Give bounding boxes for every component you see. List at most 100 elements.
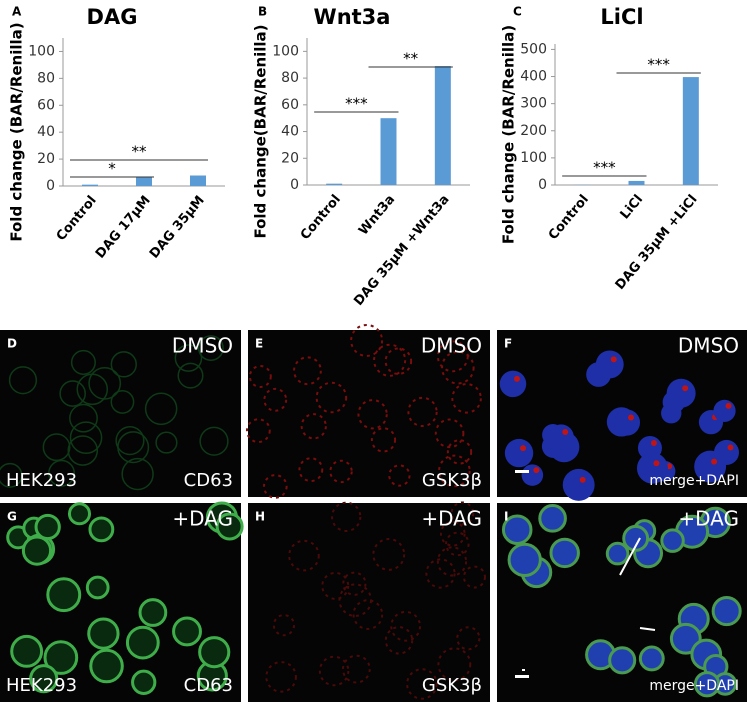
condition-label: +DAG [678, 507, 739, 531]
x-tick-label: DAG 35μM +Wnt3a [351, 192, 452, 309]
micrograph: H +DAG GSK3β [248, 501, 490, 702]
cell [446, 439, 473, 465]
cell [406, 668, 438, 700]
bar [380, 118, 397, 185]
cell [693, 671, 721, 698]
cell [46, 577, 82, 613]
x-tick-label: DAG 17μM [93, 193, 154, 261]
cell [321, 571, 350, 600]
cell [666, 378, 696, 408]
significance-label: * [108, 160, 116, 178]
cell [437, 647, 472, 682]
cell [318, 655, 350, 687]
cell [215, 512, 244, 541]
cell [298, 457, 324, 483]
cell [462, 565, 486, 589]
x-tick-label: Control [546, 192, 592, 243]
cell [548, 424, 574, 450]
cell [0, 462, 23, 488]
signal [520, 445, 527, 452]
cell [613, 409, 641, 436]
micrograph: I +DAG merge+DAPI [497, 503, 747, 702]
cell [504, 438, 534, 468]
cell [88, 516, 115, 543]
signal [533, 467, 540, 474]
cell [293, 356, 322, 386]
y-tick-label: 0 [290, 177, 299, 193]
micrograph: D DMSO HEK293 CD63 [0, 330, 241, 497]
cell [507, 542, 542, 578]
y-tick-label: 200 [520, 123, 547, 139]
cell [121, 457, 154, 491]
panel-letter: B [258, 5, 267, 19]
bar [682, 77, 699, 185]
y-tick-label: 80 [37, 70, 55, 86]
significance-label: ** [403, 50, 419, 68]
bar [82, 184, 98, 186]
arrow [619, 537, 641, 576]
signal [725, 402, 732, 409]
cell [352, 599, 384, 630]
panel-letter: D [7, 337, 17, 351]
x-tick-label: LiCl [618, 192, 647, 222]
cell [436, 546, 468, 577]
y-tick-label: 0 [538, 177, 547, 193]
cell [622, 524, 650, 552]
condition-label: DMSO [172, 334, 233, 358]
signal [610, 356, 617, 363]
cell [350, 323, 384, 357]
cell [42, 433, 71, 462]
y-tick-label: 0 [46, 178, 55, 194]
cell [172, 616, 202, 647]
cell [110, 390, 135, 414]
cell [501, 514, 533, 546]
y-axis-label: Fold change(BAR/Renilla) [252, 24, 270, 238]
cell [67, 435, 99, 466]
cell [174, 344, 203, 372]
y-tick-label: 40 [281, 124, 299, 140]
y-tick-label: 300 [520, 96, 547, 112]
cell [197, 335, 224, 362]
cell [138, 598, 168, 627]
cell [370, 427, 397, 453]
cell [265, 661, 297, 693]
cell [595, 350, 624, 379]
x-tick-label: Control [54, 193, 100, 244]
cell [562, 468, 595, 501]
chart-title: Wnt3a [314, 5, 391, 29]
cell [117, 431, 150, 464]
cell [329, 459, 353, 484]
cell [341, 654, 371, 684]
micrograph: E DMSO GSK3β [245, 323, 490, 499]
cell [384, 347, 413, 375]
scale-bar [515, 470, 529, 473]
cell [445, 531, 470, 557]
cell [440, 350, 475, 385]
cell [549, 537, 580, 569]
panel-letter: F [504, 337, 512, 351]
condition-label: DMSO [421, 334, 482, 358]
cell [713, 399, 736, 422]
cell [131, 669, 157, 695]
y-tick-label: 40 [37, 124, 55, 140]
cell [288, 539, 320, 572]
cell [8, 366, 38, 395]
cell [67, 502, 92, 526]
panel-letter: E [255, 337, 263, 351]
y-tick-label: 60 [37, 97, 55, 113]
cell-line-label: HEK293 [6, 675, 77, 696]
x-tick-label: Wnt3a [356, 192, 398, 238]
stain-label: merge+DAPI [649, 473, 739, 489]
cell [342, 571, 367, 596]
cell [315, 381, 348, 414]
cell [85, 575, 110, 600]
cell [89, 648, 124, 684]
signal [627, 414, 634, 421]
panel-letter: I [504, 510, 508, 524]
stain-label: GSK3β [422, 470, 482, 491]
cell [438, 454, 471, 488]
y-tick-label: 20 [281, 150, 299, 166]
cell-line-label: HEK293 [6, 470, 77, 491]
x-tick-label: Control [298, 192, 344, 243]
